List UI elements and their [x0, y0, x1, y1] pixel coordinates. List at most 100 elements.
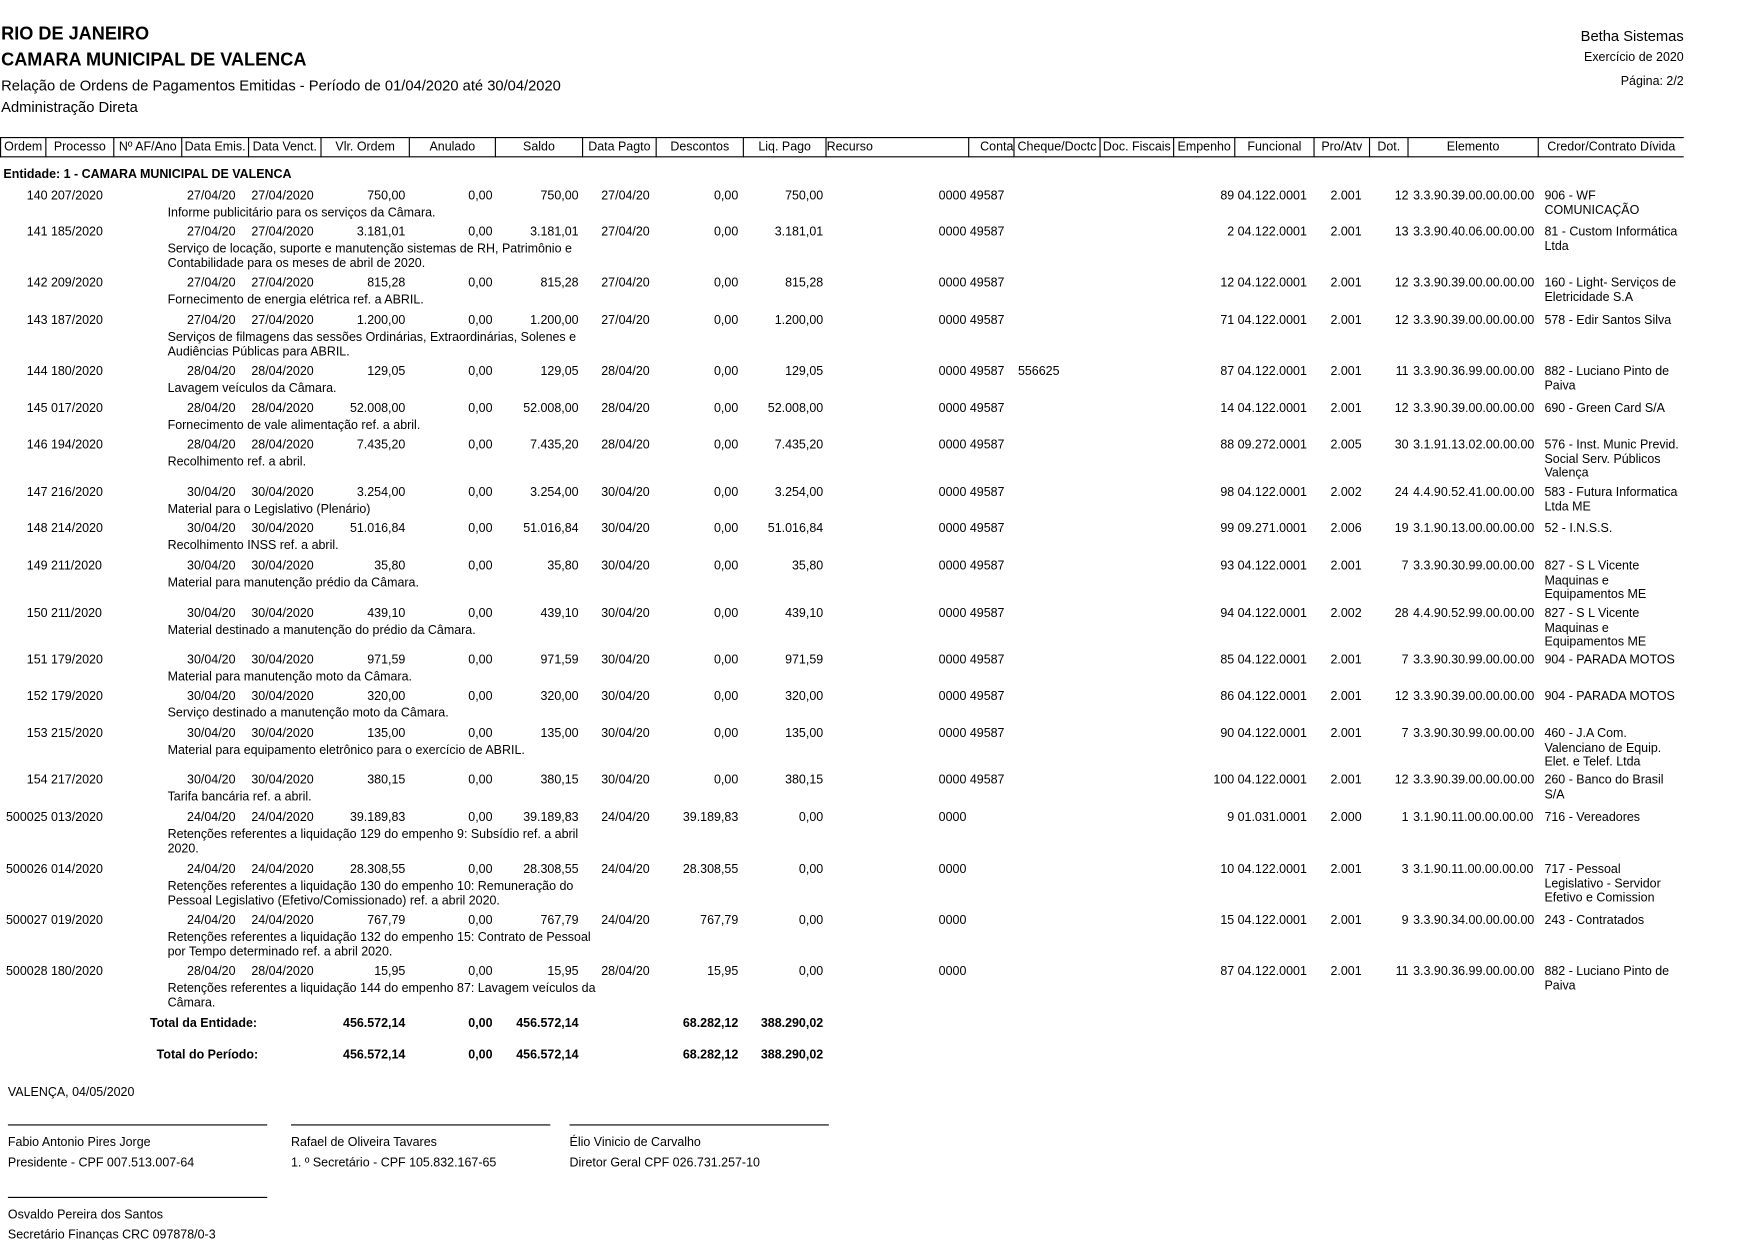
cell-ordem: 152	[26, 689, 48, 704]
cell-pagto: 27/04/20	[601, 313, 650, 328]
cell-elemento: 3.1.91.13.02.00.00.00	[1413, 438, 1535, 452]
cell-pagto: 30/04/20	[601, 485, 650, 500]
cell-emis: 30/04/20	[187, 726, 236, 741]
cell-vlr: 767,79	[367, 913, 406, 928]
cell-historico: Material para manutenção moto da Câmara.	[167, 670, 412, 684]
cell-ordem: 142	[26, 276, 48, 290]
cell-funcional: 04.122.0001	[1237, 276, 1307, 290]
column-header: Nº AF/Ano	[113, 137, 182, 158]
cell-historico: Lavagem veículos da Câmara.	[167, 381, 337, 396]
signature-role: Presidente - CPF 007.513.007-64	[7, 1156, 195, 1170]
cell-funcional: 04.122.0001	[1237, 726, 1307, 741]
cell-descontos: 0,00	[714, 189, 739, 203]
cell-ordem: 143	[26, 313, 48, 328]
cell-conta: 0000 49587	[938, 653, 1005, 667]
cell-proatv: 2.001	[1330, 276, 1362, 290]
cell-conta: 0000 49587	[938, 189, 1005, 203]
cell-empenho: 99	[1220, 521, 1235, 536]
cell-ordem: 140	[26, 189, 48, 203]
cell-empenho: 88	[1220, 438, 1235, 452]
cell-venct: 30/04/2020	[251, 559, 314, 573]
cell-credor: 904 - PARADA MOTOS	[1544, 653, 1675, 667]
cell-funcional: 09.271.0001	[1237, 521, 1307, 536]
cell-conta: 0000 49587	[938, 313, 1005, 328]
cell-descontos: 0,00	[714, 313, 739, 328]
cell-elemento: 3.1.90.11.00.00.00.00	[1413, 862, 1534, 877]
cell-empenho: 9	[1227, 810, 1235, 825]
cell-pagto: 28/04/20	[601, 438, 650, 452]
cell-elemento: 4.4.90.52.41.00.00.00	[1413, 485, 1535, 500]
cell-processo: 207/2020	[50, 189, 103, 203]
cell-venct: 28/04/2020	[251, 401, 314, 416]
cell-descontos: 0,00	[714, 689, 739, 704]
column-header: Funcional	[1234, 137, 1314, 158]
cell-saldo: 39.189,83	[523, 810, 579, 825]
cell-proatv: 2.001	[1330, 313, 1362, 328]
column-header: Data Venct.	[247, 137, 321, 158]
cell-empenho: 15	[1220, 913, 1235, 928]
cell-dot: 11	[1395, 364, 1409, 379]
cell-conta: 0000 49587	[938, 485, 1005, 500]
cell-processo: 211/2020	[50, 559, 102, 573]
cell-historico: Fornecimento de energia elétrica ref. a …	[167, 293, 424, 307]
cell-saldo: 3.181,01	[530, 225, 579, 239]
cell-proatv: 2.001	[1330, 862, 1362, 877]
cell-descontos: 0,00	[714, 606, 739, 621]
column-header: Cheque/Doctc	[1013, 137, 1100, 158]
total-vlr: 456.572,14	[343, 1048, 406, 1063]
cell-saldo: 52.008,00	[523, 401, 579, 416]
cell-liq: 320,00	[785, 689, 824, 704]
cell-liq: 380,15	[785, 773, 824, 787]
cell-vlr: 1.200,00	[356, 313, 406, 328]
header-line: Relação de Ordens de Pagamentos Emitidas…	[1, 76, 561, 94]
cell-empenho: 71	[1220, 313, 1235, 328]
total-vlr: 456.572,14	[343, 1016, 406, 1031]
cell-liq: 750,00	[785, 189, 824, 203]
column-header: Elemento	[1407, 137, 1538, 158]
cell-anulado: 0,00	[468, 773, 493, 787]
cell-emis: 24/04/20	[187, 862, 236, 877]
cell-emis: 30/04/20	[187, 559, 236, 573]
cell-credor: 583 - Futura Informatica Ltda ME	[1544, 485, 1678, 514]
cell-elemento: 3.3.90.36.99.00.00.00	[1413, 364, 1535, 379]
header-right: Página: 2/2	[1620, 74, 1684, 89]
cell-credor: 578 - Edir Santos Silva	[1544, 313, 1672, 328]
signature-line	[291, 1124, 551, 1126]
cell-ordem: 146	[26, 438, 48, 452]
entity-label: Entidade: 1 - CAMARA MUNICIPAL DE VALENC…	[3, 167, 292, 182]
cell-anulado: 0,00	[468, 313, 493, 328]
cell-ordem: 141	[26, 225, 48, 239]
cell-saldo: 815,28	[540, 276, 579, 290]
cell-empenho: 87	[1220, 964, 1235, 979]
signature-line	[569, 1124, 829, 1126]
cell-funcional: 09.272.0001	[1237, 438, 1307, 452]
cell-empenho: 10	[1220, 862, 1235, 877]
signature-line	[7, 1196, 268, 1198]
column-header: Doc. Fiscais	[1099, 137, 1174, 158]
cell-credor: 827 - S L Vicente Maquinas e Equipamento…	[1544, 559, 1647, 602]
cell-emis: 30/04/20	[187, 773, 236, 787]
cell-proatv: 2.001	[1330, 726, 1362, 741]
cell-venct: 24/04/2020	[251, 862, 314, 877]
cell-venct: 28/04/2020	[251, 964, 314, 979]
cell-ordem: 153	[26, 726, 48, 741]
cell-historico: Informe publicitário para os serviços da…	[167, 206, 436, 220]
cell-proatv: 2.001	[1330, 773, 1362, 787]
cell-ordem: 500025	[5, 810, 48, 825]
signature-name: Fabio Antonio Pires Jorge	[7, 1135, 151, 1150]
cell-descontos: 0,00	[714, 653, 739, 667]
cell-elemento: 3.3.90.30.99.00.00.00	[1413, 653, 1535, 667]
cell-processo: 017/2020	[50, 401, 103, 416]
cell-venct: 27/04/2020	[251, 189, 314, 203]
cell-saldo: 135,00	[540, 726, 579, 741]
cell-pagto: 30/04/20	[601, 689, 650, 704]
cell-dot: 7	[1401, 653, 1409, 667]
column-header: Data Emis.	[181, 137, 248, 158]
cell-pagto: 27/04/20	[601, 189, 650, 203]
cell-funcional: 04.122.0001	[1237, 559, 1307, 573]
cell-proatv: 2.001	[1330, 913, 1362, 928]
cell-descontos: 0,00	[714, 401, 739, 416]
cell-liq: 135,00	[785, 726, 824, 741]
